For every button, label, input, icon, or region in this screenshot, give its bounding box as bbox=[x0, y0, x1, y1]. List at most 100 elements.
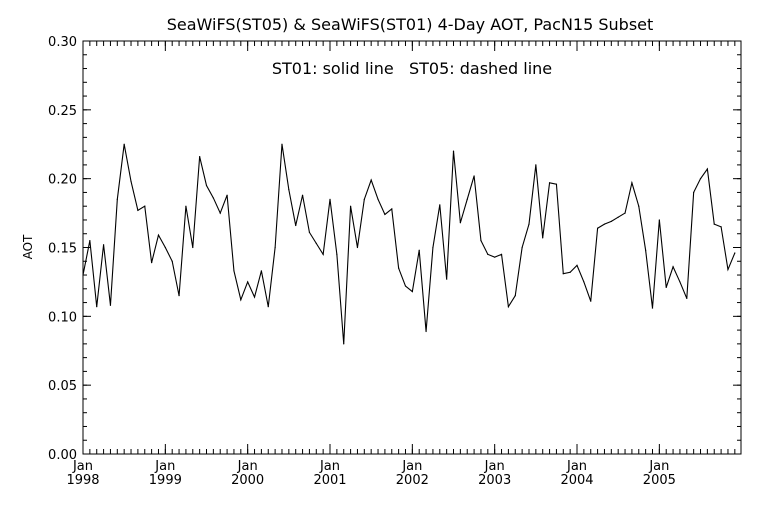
data-point bbox=[610, 220, 612, 222]
data-point bbox=[219, 212, 221, 214]
y-tick-label: 0.30 bbox=[48, 35, 77, 50]
y-axis: 0.00 0.05 0.10 0.15 0.20 0.25 0.30 bbox=[48, 35, 741, 463]
data-point bbox=[439, 204, 441, 206]
data-point bbox=[199, 156, 201, 158]
data-point bbox=[308, 231, 311, 233]
data-point bbox=[425, 330, 427, 333]
y-tick-label: 0.25 bbox=[48, 104, 77, 119]
y-tick-label: 0.20 bbox=[48, 173, 77, 188]
data-point bbox=[713, 223, 715, 225]
data-point bbox=[267, 306, 269, 308]
chart-title: SeaWiFS(ST05) & SeaWiFS(ST01) 4-Day AOT,… bbox=[167, 15, 654, 34]
data-point bbox=[233, 270, 235, 272]
data-point bbox=[384, 213, 386, 216]
data-point bbox=[459, 222, 461, 224]
data-point bbox=[720, 226, 722, 228]
data-point bbox=[363, 198, 365, 200]
data-point bbox=[109, 304, 112, 306]
data-point bbox=[528, 223, 530, 225]
y-tick-label: 0.05 bbox=[48, 379, 77, 394]
data-point bbox=[411, 290, 413, 293]
data-point bbox=[686, 297, 688, 300]
data-point bbox=[727, 268, 729, 271]
data-point bbox=[130, 180, 132, 183]
x-tick-label-month: Jan bbox=[154, 459, 175, 474]
data-point bbox=[322, 253, 324, 255]
data-point bbox=[548, 182, 551, 184]
data-point bbox=[137, 209, 139, 211]
data-point bbox=[665, 286, 667, 289]
data-point bbox=[178, 295, 180, 297]
y-tick-label: 0.00 bbox=[48, 448, 77, 463]
x-tick-label-year: 2000 bbox=[231, 473, 264, 488]
x-tick-label-year: 2002 bbox=[396, 473, 429, 488]
data-point bbox=[590, 300, 592, 302]
x-tick-label-year: 1998 bbox=[66, 473, 99, 488]
data-point bbox=[247, 281, 249, 283]
data-point bbox=[432, 246, 434, 249]
data-point bbox=[404, 285, 407, 287]
data-point bbox=[336, 253, 338, 255]
data-point bbox=[171, 260, 173, 262]
data-point bbox=[185, 205, 187, 207]
data-point bbox=[507, 306, 510, 308]
data-point bbox=[205, 184, 208, 187]
data-point bbox=[281, 143, 283, 145]
data-point bbox=[418, 249, 420, 251]
data-point bbox=[500, 253, 503, 255]
x-tick-label-year: 1999 bbox=[149, 473, 182, 488]
data-point bbox=[123, 143, 125, 145]
series-layer bbox=[82, 143, 736, 345]
x-tick-label-month: Jan bbox=[648, 459, 669, 474]
data-point bbox=[274, 246, 276, 249]
data-point bbox=[370, 179, 372, 181]
data-point bbox=[569, 271, 571, 273]
data-point bbox=[658, 219, 660, 221]
data-point bbox=[102, 244, 105, 246]
x-tick-label-year: 2001 bbox=[313, 473, 346, 488]
x-tick-label-month: Jan bbox=[72, 459, 93, 474]
data-point bbox=[480, 240, 482, 242]
data-point bbox=[295, 224, 297, 227]
data-point bbox=[535, 164, 537, 166]
data-point bbox=[192, 246, 194, 249]
data-point bbox=[391, 208, 393, 210]
data-point bbox=[542, 237, 544, 239]
x-tick-label-month: Jan bbox=[237, 459, 258, 474]
data-point bbox=[679, 281, 681, 283]
data-point bbox=[226, 194, 228, 196]
data-point bbox=[164, 246, 166, 249]
data-point bbox=[603, 223, 606, 225]
data-point bbox=[398, 267, 400, 269]
series-line-st01 bbox=[82, 144, 736, 344]
data-point bbox=[631, 182, 633, 184]
data-point bbox=[116, 198, 118, 200]
data-point bbox=[693, 191, 695, 194]
data-point bbox=[452, 150, 455, 152]
data-point bbox=[583, 281, 585, 283]
data-point bbox=[96, 306, 98, 308]
data-point bbox=[315, 242, 317, 244]
data-point bbox=[494, 256, 496, 258]
data-point bbox=[576, 264, 578, 266]
data-point bbox=[301, 194, 304, 196]
x-tick-label-month: Jan bbox=[566, 459, 587, 474]
data-point bbox=[466, 198, 468, 200]
data-point bbox=[329, 198, 331, 200]
y-tick-label: 0.15 bbox=[48, 242, 77, 257]
data-point bbox=[82, 274, 84, 276]
data-point bbox=[672, 266, 674, 268]
data-point bbox=[253, 296, 256, 298]
data-point bbox=[157, 234, 160, 236]
x-tick-label-month: Jan bbox=[319, 459, 340, 474]
data-point bbox=[473, 175, 475, 177]
x-tick-label-year: 2003 bbox=[478, 473, 511, 488]
data-point bbox=[288, 189, 290, 191]
data-point bbox=[349, 205, 352, 207]
y-axis-label: AOT bbox=[21, 234, 35, 259]
data-point bbox=[377, 198, 379, 200]
y-tick-label: 0.10 bbox=[48, 310, 77, 325]
x-tick-label-year: 2005 bbox=[643, 473, 676, 488]
